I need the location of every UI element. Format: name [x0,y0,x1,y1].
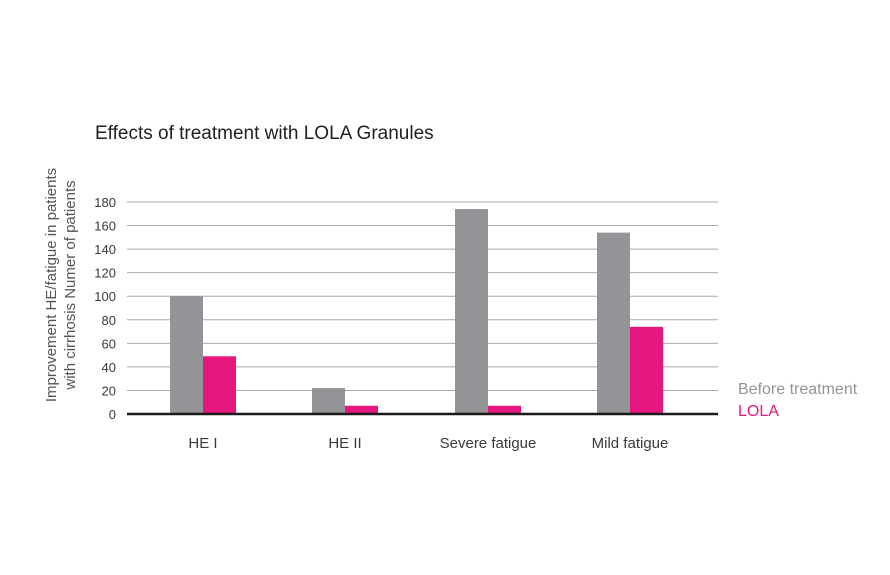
y-tick-label: 120 [94,266,116,281]
y-tick-label: 180 [94,195,116,210]
legend-lola: LOLA [738,403,779,420]
bar-before-treatment-he-i [170,296,203,414]
y-axis-ticks: 0 20 40 60 80 100 120 140 160 180 [94,195,116,422]
chart-title: Effects of treatment with LOLA Granules [95,123,434,144]
bars [170,209,663,414]
y-tick-label: 0 [109,407,116,422]
bar-before-treatment-he-ii [312,388,345,414]
legend: Before treatment LOLA [738,381,858,420]
x-category-label: Severe fatigue [440,435,537,452]
y-tick-label: 140 [94,242,116,257]
bar-lola-he-i [203,356,236,414]
x-axis-categories: HE I HE II Severe fatigue Mild fatigue [188,435,668,452]
y-axis-label-line-1: Improvement HE/fatigue in patients [43,168,60,402]
y-tick-label: 160 [94,219,116,234]
bar-before-treatment-severe-fatigue [455,209,488,414]
bar-lola-mild-fatigue [630,326,663,414]
bar-before-treatment-mild-fatigue [597,232,630,414]
bar-lola-severe-fatigue [488,405,521,414]
bar-lola-he-ii [345,405,378,414]
y-tick-label: 40 [102,360,116,375]
y-axis-label-line-2: with cirrhosis Numer of patients [62,180,79,390]
y-tick-label: 20 [102,383,116,398]
y-tick-label: 80 [102,313,116,328]
x-category-label: Mild fatigue [592,435,669,452]
y-tick-label: 60 [102,336,116,351]
y-tick-label: 100 [94,289,116,304]
x-category-label: HE II [328,435,361,452]
legend-before-treatment: Before treatment [738,381,858,398]
x-category-label: HE I [188,435,217,452]
y-axis-label: Improvement HE/fatigue in patients with … [43,168,79,402]
